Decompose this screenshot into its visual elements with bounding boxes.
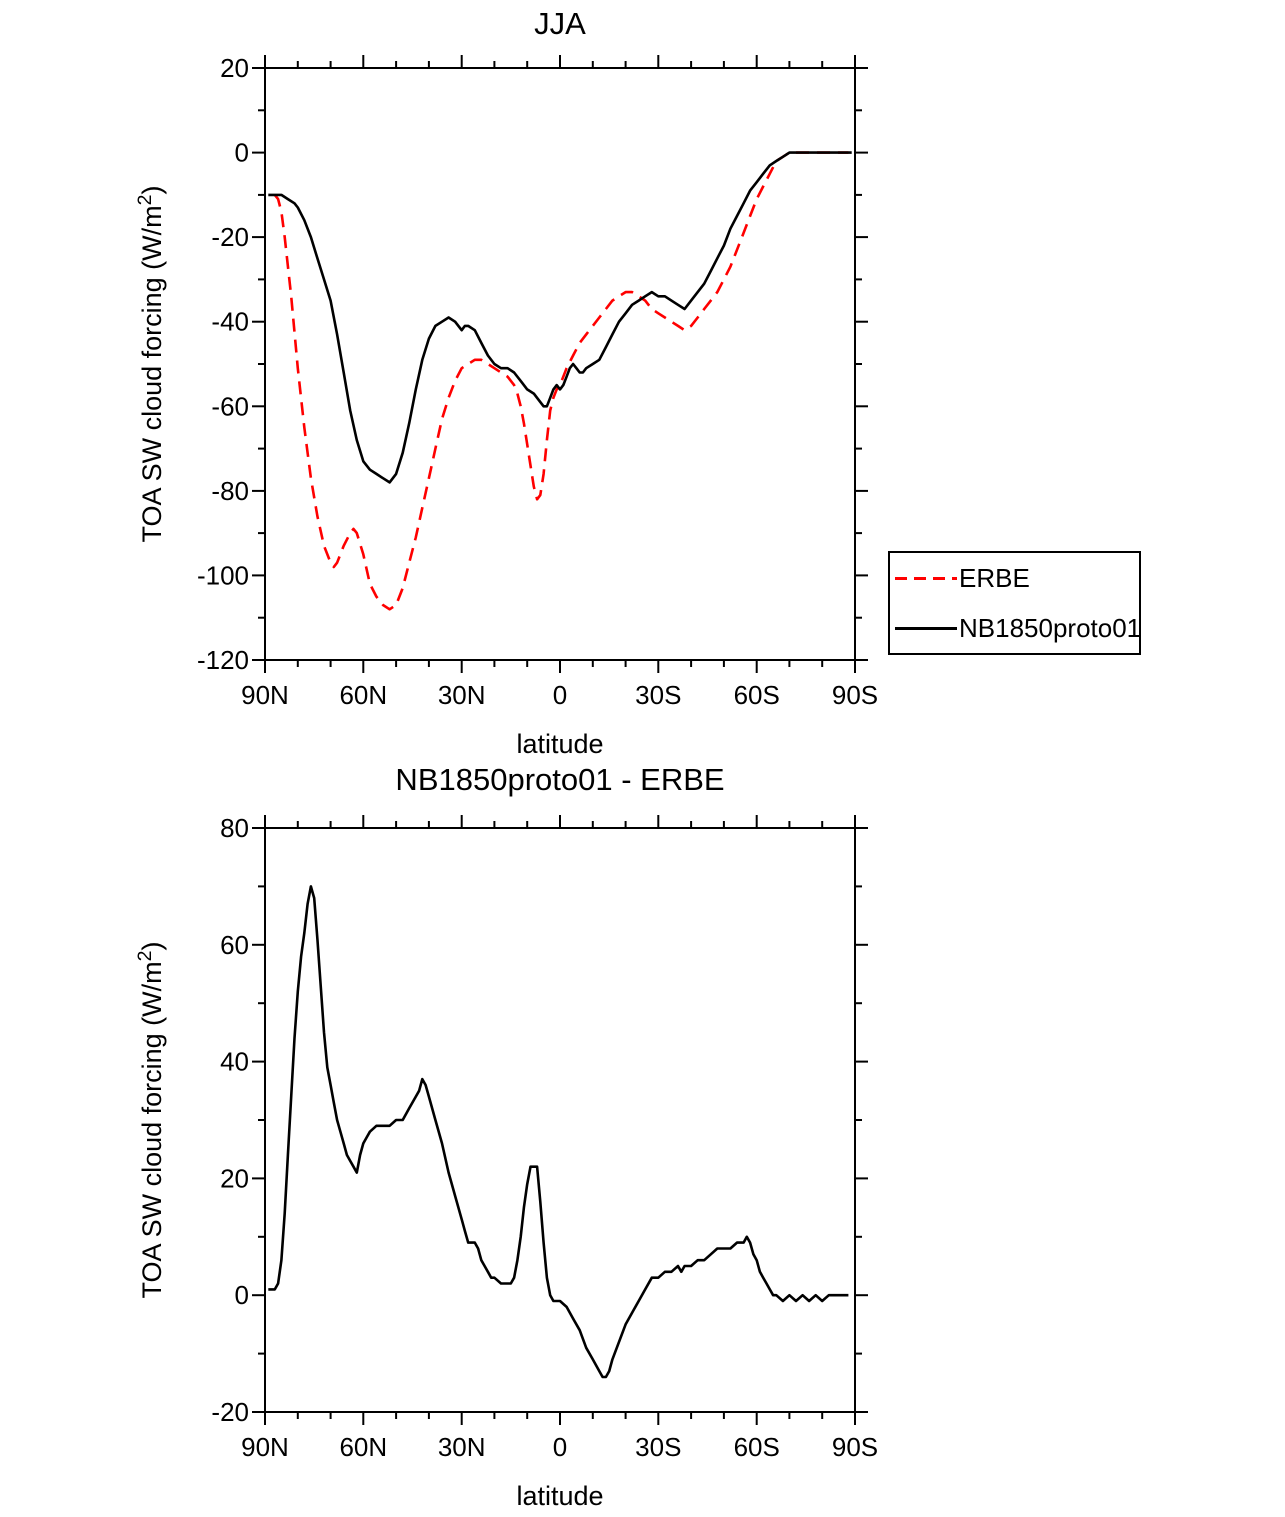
jja-panel: 90N 60N 30N 0 30S 60S 90S 20 0 -20 -40 -60 -80 -100 -1… [197, 53, 878, 710]
x-axis-tick-label: 90N [241, 1432, 289, 1462]
x-axis-tick-label: 30N [438, 1432, 486, 1462]
y-axis-tick-label: -100 [197, 560, 249, 590]
y-axis-tick-label: -20 [211, 222, 249, 252]
jja-x-axis-label: latitude [516, 729, 604, 759]
y-axis-tick-label: 60 [220, 930, 249, 960]
erbe-dashed-line-sample [895, 576, 957, 580]
y-axis-tick-label: -60 [211, 391, 249, 421]
difference-y-axis-label-base: TOA SW cloud forcing (W/m [137, 961, 167, 1299]
y-axis-tick-label: 80 [220, 813, 249, 843]
erbe-line [273, 151, 849, 611]
x-axis-tick-label: 0 [553, 680, 567, 710]
difference-y-axis-label-sup: 2 [134, 950, 156, 962]
legend-entry-erbe: ERBE [890, 553, 1139, 603]
x-axis-tick-label: 30N [438, 680, 486, 710]
legend-label-erbe: ERBE [959, 562, 1030, 593]
plot-frame [264, 827, 856, 1413]
x-axis-tick-label: 60N [339, 680, 387, 710]
y-axis-tick-label: -120 [197, 645, 249, 675]
x-axis-tick-label: 90N [241, 680, 289, 710]
difference-y-axis-label: TOA SW cloud forcing (W/m2) [134, 942, 168, 1299]
nb1850proto01-line [268, 151, 852, 484]
y-axis-tick-label: 20 [220, 1163, 249, 1193]
jja-chart-title: JJA [534, 6, 586, 41]
x-axis-tick-label: 90S [832, 1432, 878, 1462]
y-axis-tick-label: -20 [211, 1397, 249, 1427]
y-axis-tick-label: 40 [220, 1047, 249, 1077]
x-axis-tick-label: 30S [635, 680, 681, 710]
x-axis-tick-label: 60S [734, 680, 780, 710]
nb1850proto01-solid-line-sample [895, 626, 957, 630]
plot-frame [264, 67, 856, 661]
legend-label-nb1850proto01: NB1850proto01 [959, 612, 1142, 643]
y-axis-tick-label: -80 [211, 476, 249, 506]
x-axis-tick-label: 90S [832, 680, 878, 710]
x-axis-tick-label: 0 [553, 1432, 567, 1462]
y-axis-tick-label: -40 [211, 307, 249, 337]
difference-chart-title: NB1850proto01 - ERBE [395, 762, 725, 797]
x-axis-tick-label: 60S [734, 1432, 780, 1462]
y-axis-tick-label: 0 [235, 138, 249, 168]
jja-y-axis-label-end: ) [137, 185, 167, 195]
jja-y-axis-label: TOA SW cloud forcing (W/m2) [134, 186, 168, 543]
x-axis-tick-label: 30S [635, 1432, 681, 1462]
difference-y-axis-label-end: ) [137, 941, 167, 951]
difference-panel: 90N 60N 30N 0 30S 60S 90S 80 60 40 20 0 -20 [211, 813, 878, 1462]
nb1850proto01-erbe-line [268, 885, 849, 1379]
legend: ERBE NB1850proto01 [888, 551, 1141, 655]
difference-x-axis-label: latitude [516, 1481, 604, 1511]
y-axis-tick-label: 0 [235, 1280, 249, 1310]
jja-y-axis-label-sup: 2 [134, 194, 156, 206]
x-axis-tick-label: 60N [339, 1432, 387, 1462]
jja-y-axis-label-base: TOA SW cloud forcing (W/m [137, 205, 167, 543]
y-axis-tick-label: 20 [220, 53, 249, 83]
legend-entry-nb1850proto01: NB1850proto01 [890, 603, 1142, 653]
